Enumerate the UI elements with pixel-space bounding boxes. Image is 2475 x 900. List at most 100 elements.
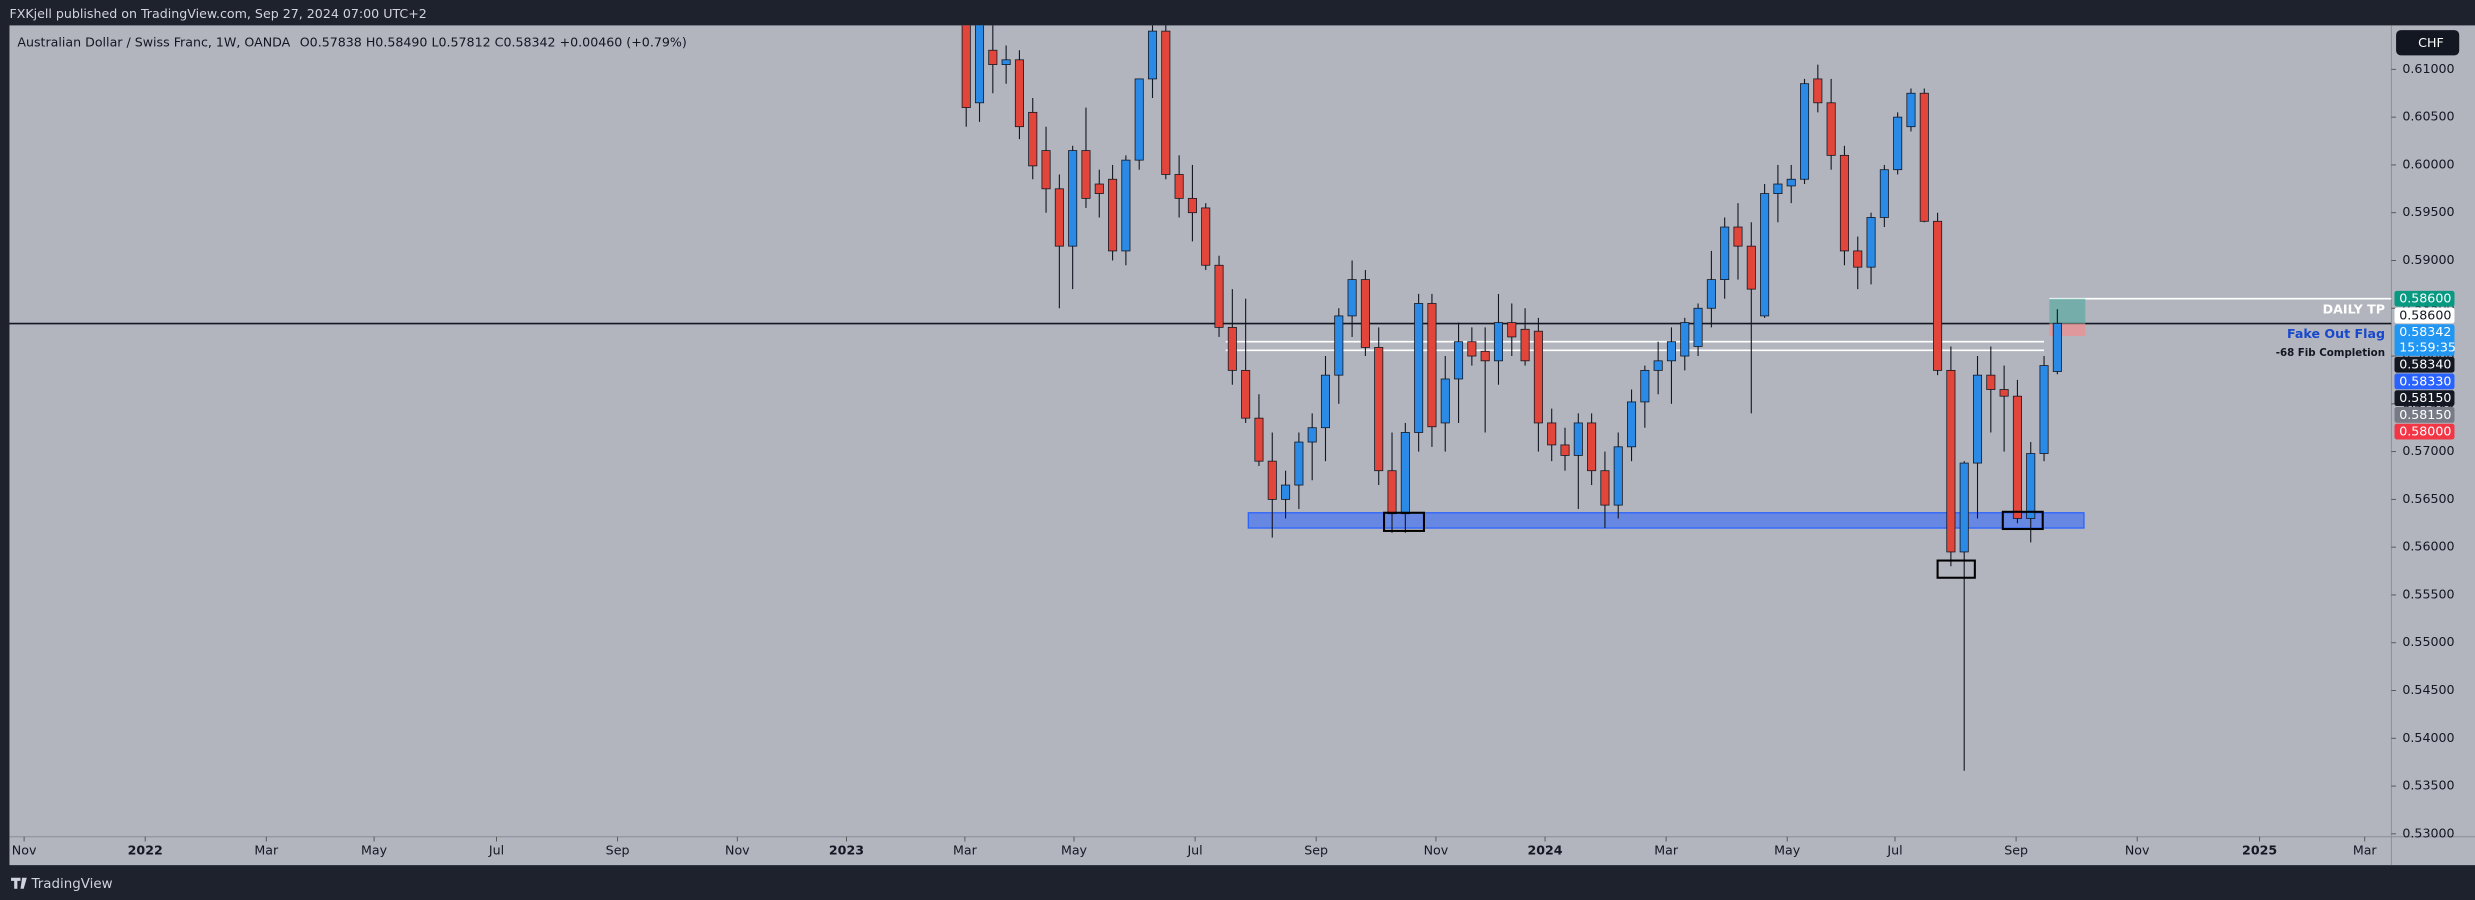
logo (11, 877, 27, 889)
x-tick-label: Jul (1186, 842, 1202, 857)
candle-body (1201, 207, 1211, 266)
candle-body (1786, 178, 1796, 187)
header: FXKjell published on TradingView.com, Se… (9, 6, 426, 21)
candle-body (1174, 174, 1184, 199)
candle-body (1653, 360, 1663, 371)
candle-body (1773, 183, 1783, 194)
plot-area (9, 25, 2392, 837)
price-label-box (2394, 290, 2455, 307)
x-tick-label: Sep (1304, 842, 1328, 857)
candle-body (1680, 322, 1690, 357)
candle-body (2039, 365, 2049, 454)
candle-body (1161, 30, 1171, 175)
y-tick-label: 0.55000 (2402, 634, 2454, 649)
candle-body (1879, 169, 1889, 218)
price-label: 0.58600 (2399, 307, 2451, 322)
candle-body (1281, 484, 1291, 500)
candle-body (1800, 83, 1810, 180)
y-tick-label: 0.56500 (2402, 491, 2454, 506)
candle-body (1014, 59, 1024, 128)
candle-body (1374, 347, 1384, 472)
candle-body (1613, 446, 1623, 506)
candle-body (1440, 378, 1450, 424)
symbol-title: Australian Dollar / Swiss Franc, 1W, OAN… (17, 34, 290, 49)
candle-body (1028, 111, 1038, 167)
x-tick-label: May (1061, 842, 1088, 857)
price-label: 0.58000 (2399, 424, 2451, 439)
candle-body (1254, 417, 1264, 462)
x-tick-label: Sep (2004, 842, 2028, 857)
candle-body (1294, 441, 1304, 486)
y-tick-label: 0.54000 (2402, 730, 2454, 745)
candle-body (1480, 350, 1490, 362)
candle-body (1693, 307, 1703, 347)
candle-body (1081, 150, 1091, 199)
candle-body (1560, 444, 1570, 456)
x-tick-label: May (1774, 842, 1801, 857)
candle-body (1214, 264, 1224, 328)
candle-body (1454, 341, 1464, 380)
candle-body (1307, 427, 1317, 443)
candle-body (1826, 102, 1836, 156)
x-tick-label: 2022 (128, 842, 163, 857)
candle-body (1813, 78, 1823, 104)
y-tick-label: 0.60500 (2402, 109, 2454, 124)
candle-body (1640, 369, 1650, 403)
candle-body (1666, 341, 1676, 362)
countdown: 15:59:35 (2399, 339, 2456, 354)
candle-body (1467, 341, 1477, 357)
candle-body (2012, 395, 2022, 519)
x-tick-label: Nov (1424, 842, 1449, 857)
candle-body (1533, 330, 1543, 424)
candle-body (1760, 193, 1770, 317)
price-label: 0.58150 (2399, 407, 2451, 422)
currency-label[interactable]: CHF (2418, 35, 2444, 50)
candle-body (1427, 303, 1437, 428)
level-text: DAILY TP (2323, 301, 2385, 316)
candle-body (1187, 197, 1197, 214)
x-tick-label: Jul (1886, 842, 1902, 857)
x-tick-label: Jul (488, 842, 504, 857)
price-label-box (2394, 356, 2455, 373)
x-tick-label: Sep (606, 842, 630, 857)
candle-body (1400, 432, 1410, 515)
candle-body (1001, 59, 1011, 65)
price-label-box (2394, 373, 2455, 390)
candle-body (1547, 422, 1557, 446)
candle-body (1972, 374, 1983, 464)
candle-body (1360, 279, 1370, 348)
candle-body (974, 25, 985, 104)
candle-body (988, 49, 998, 65)
y-tick-label: 0.59500 (2402, 204, 2454, 219)
candle-body (1866, 217, 1876, 268)
candle-body (1094, 183, 1104, 194)
candle-body (1520, 328, 1530, 362)
candle-body (1933, 220, 1943, 371)
x-tick-label: 2023 (829, 842, 864, 857)
price-label-box (2394, 307, 2455, 324)
candle-body (1946, 369, 1956, 553)
candle-body (1041, 150, 1051, 190)
y-tick-label: 0.57000 (2402, 443, 2454, 458)
level-text: -68 Fib Completion (2276, 347, 2385, 359)
candle-body (1054, 188, 1064, 247)
candle-body (1493, 322, 1503, 362)
price-label-box (2394, 423, 2455, 440)
candle-body (1600, 470, 1610, 506)
candle-body (1347, 279, 1357, 317)
candle-body (1893, 116, 1903, 171)
candle-body (2052, 322, 2062, 372)
candle-body (1108, 178, 1118, 252)
x-tick-label: Nov (725, 842, 750, 857)
x-tick-label: 2025 (2242, 842, 2277, 857)
currency-button[interactable] (2396, 30, 2460, 56)
candle-body (1746, 245, 1756, 290)
candle-body (1227, 326, 1237, 371)
x-tick-label: May (361, 842, 388, 857)
candle-body (1706, 279, 1716, 309)
x-tick-label: Mar (254, 842, 279, 857)
price-label-box (2394, 390, 2455, 407)
y-tick-label: 0.54500 (2402, 682, 2454, 697)
candle-body (1839, 154, 1849, 252)
x-tick-label: Nov (2125, 842, 2150, 857)
